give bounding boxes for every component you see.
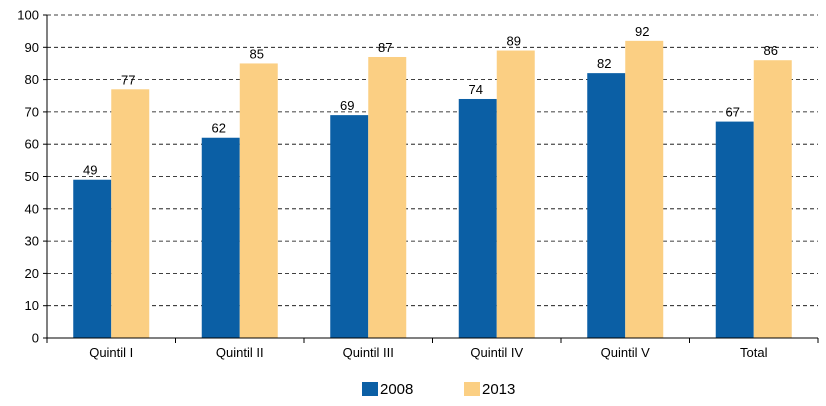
data-label: 92 xyxy=(635,24,649,39)
data-labels: 49 77 62 85 69 87 74 89 82 92 67 86 xyxy=(83,24,778,178)
category-label: Quintil II xyxy=(216,345,264,360)
data-label: 82 xyxy=(597,56,611,71)
bar-2013 xyxy=(753,60,792,338)
bar-2008 xyxy=(330,115,369,338)
y-tick-label: 40 xyxy=(25,201,39,216)
y-tick-label: 10 xyxy=(25,298,39,313)
legend: 2008 2013 xyxy=(362,381,515,398)
data-label: 86 xyxy=(764,43,778,58)
y-tick-label: 30 xyxy=(25,234,39,249)
bar-2008 xyxy=(715,121,754,338)
y-tick-label: 70 xyxy=(25,104,39,119)
data-label: 87 xyxy=(378,40,392,55)
y-tick-label: 50 xyxy=(25,169,39,184)
data-label: 69 xyxy=(340,98,354,113)
bars xyxy=(73,40,792,339)
data-label: 62 xyxy=(212,121,226,136)
y-tick-label: 100 xyxy=(17,8,39,23)
category-label: Quintil V xyxy=(601,345,650,360)
bar-2013 xyxy=(496,50,535,338)
data-label: 89 xyxy=(507,34,521,49)
legend-swatch-2013 xyxy=(464,382,480,396)
data-label: 85 xyxy=(250,46,264,61)
y-axis: 0 10 20 30 40 50 60 70 80 90 100 xyxy=(17,8,48,346)
x-axis: Quintil I Quintil II Quintil III Quintil IV… xyxy=(46,337,819,360)
y-tick-label: 90 xyxy=(25,40,39,55)
category-label: Quintil I xyxy=(89,345,133,360)
bar-2008 xyxy=(587,73,626,338)
gridlines xyxy=(47,14,818,307)
data-label: 67 xyxy=(726,105,740,120)
legend-swatch-2008 xyxy=(362,382,378,396)
bar-2008 xyxy=(201,137,240,338)
y-tick-label: 80 xyxy=(25,72,39,87)
bar-2013 xyxy=(368,56,407,339)
bar-2013 xyxy=(239,63,278,338)
y-tick-label: 20 xyxy=(25,266,39,281)
data-label: 77 xyxy=(121,72,135,87)
data-label: 74 xyxy=(469,82,483,97)
bar-2013 xyxy=(111,89,150,338)
category-label: Quintil III xyxy=(343,345,394,360)
category-label: Total xyxy=(740,345,768,360)
bar-2008 xyxy=(458,98,497,338)
bar-2013 xyxy=(625,40,664,339)
data-label: 49 xyxy=(83,163,97,178)
y-tick-label: 0 xyxy=(32,331,39,346)
legend-label-2008: 2008 xyxy=(380,381,413,398)
bar-2008 xyxy=(73,179,112,338)
legend-label-2013: 2013 xyxy=(482,381,515,398)
y-tick-label: 60 xyxy=(25,137,39,152)
category-label: Quintil IV xyxy=(470,345,523,360)
